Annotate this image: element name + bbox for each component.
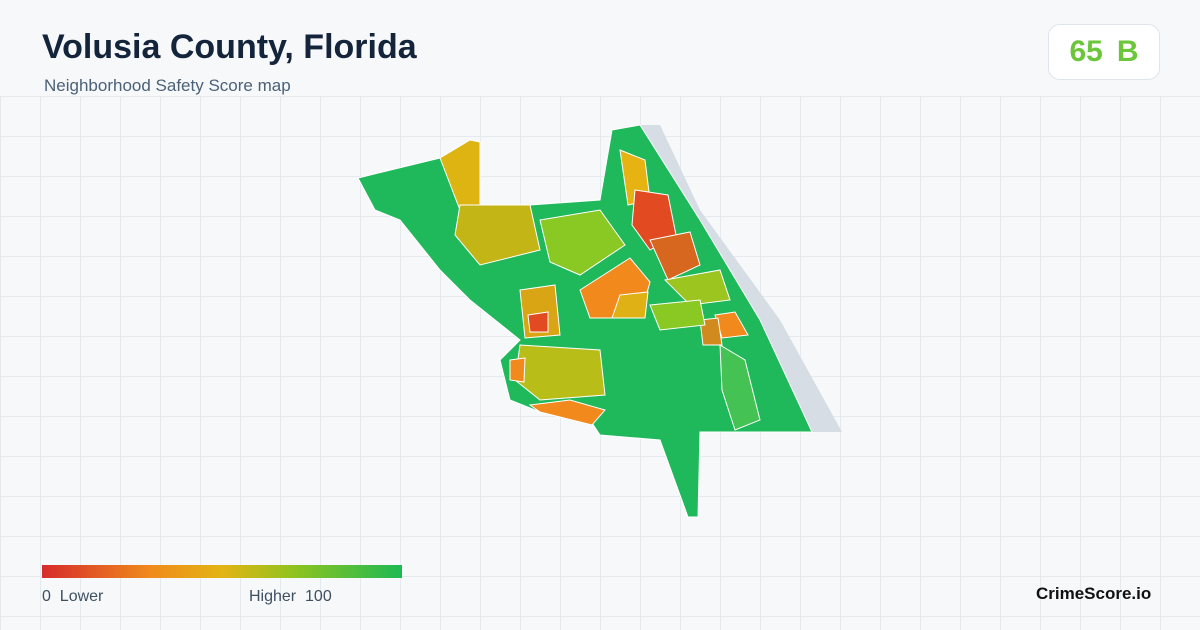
brand: CrimeScore.io [1036, 584, 1152, 603]
score-grade: B [1116, 35, 1139, 68]
legend-max: 100 [305, 588, 332, 605]
legend-bar [42, 565, 402, 578]
region [611, 291, 649, 319]
score-badge: 65 B [1048, 24, 1160, 80]
region [649, 299, 706, 331]
region [454, 204, 541, 266]
legend-high: Higher 100 [249, 588, 332, 606]
legend-max-label: Higher [249, 588, 297, 605]
regions [439, 139, 761, 431]
legend-low: 0 Lower [42, 588, 103, 606]
region [527, 311, 549, 333]
region [509, 357, 526, 383]
legend-min-label: Lower [59, 588, 104, 605]
county [357, 124, 813, 518]
title: Volusia County, Florida [42, 28, 417, 66]
subtitle: Neighborhood Safety Score map [44, 76, 291, 95]
region [699, 317, 723, 346]
region [528, 399, 606, 426]
region [719, 344, 761, 431]
region [539, 209, 626, 276]
region [439, 139, 481, 211]
score-value: 65 [1069, 35, 1103, 68]
region [663, 269, 731, 306]
legend-min: 0 [42, 588, 51, 605]
coast [640, 125, 842, 432]
header: Volusia County, Florida Neighborhood Saf… [0, 0, 1200, 96]
region [649, 231, 701, 281]
